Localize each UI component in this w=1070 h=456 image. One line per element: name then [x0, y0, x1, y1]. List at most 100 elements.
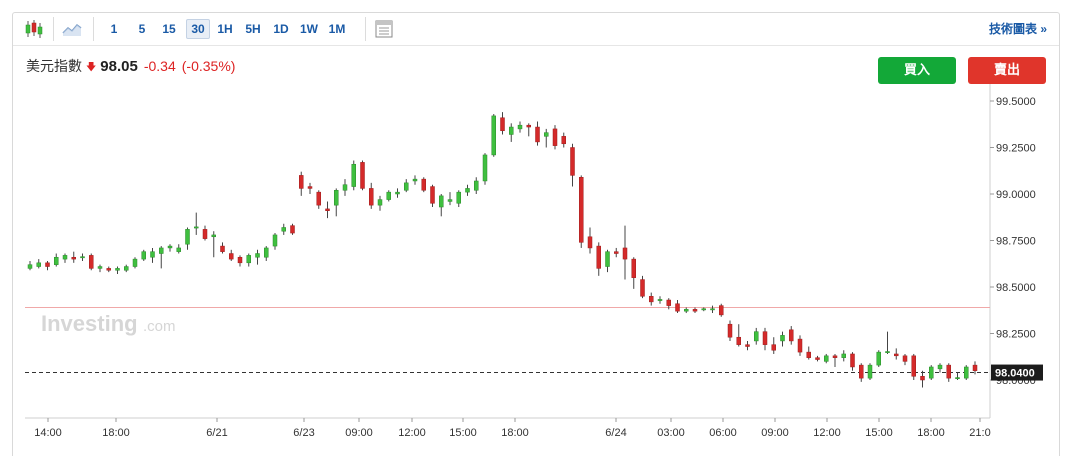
candle-up: [929, 366, 934, 379]
chart-widget: 1 5 15 30 1H 5H 1D 1W 1M 技術圖表 » Investin…: [12, 12, 1060, 456]
candle-down: [106, 268, 111, 271]
candle-up: [334, 190, 339, 206]
table-icon[interactable]: [373, 18, 395, 40]
candlestick-chart[interactable]: Investing .com 99.5000 99.2500 99.0000 98.75…: [13, 13, 1059, 456]
x-tick-label: 15:00: [865, 427, 893, 439]
interval-5h[interactable]: 5H: [245, 22, 261, 36]
candle-down: [552, 128, 558, 146]
candle-down: [894, 353, 899, 357]
interval-15[interactable]: 15: [162, 22, 176, 36]
candlestick-chart-icon[interactable]: [23, 18, 45, 40]
x-tick-label: 12:00: [813, 427, 841, 439]
candle-up: [27, 264, 33, 269]
price-change-percent: (-0.35%): [181, 58, 236, 74]
current-price-tag: [991, 364, 1043, 381]
candle-down: [622, 247, 628, 260]
interval-1w[interactable]: 1W: [300, 22, 318, 36]
candle-up: [937, 364, 943, 370]
candle-down: [797, 338, 803, 353]
candle-down: [614, 251, 619, 254]
candle-down: [762, 331, 768, 345]
y-tick-label: 99.5000: [996, 96, 1036, 108]
candle-up: [841, 353, 846, 358]
line-chart-icon[interactable]: [61, 18, 83, 40]
candle-up: [412, 178, 418, 182]
candle-up: [97, 266, 103, 269]
candle-down: [89, 255, 94, 269]
candle-down: [229, 253, 234, 260]
candle-up: [517, 124, 523, 130]
candle-down: [719, 305, 724, 316]
x-tick-label: 03:00: [657, 427, 685, 439]
x-tick-label: 12:00: [398, 427, 426, 439]
candle-up: [447, 199, 453, 202]
candle-down: [859, 364, 864, 379]
candle-down: [946, 364, 951, 379]
interval-1h[interactable]: 1H: [217, 22, 233, 36]
candle-up: [264, 247, 269, 258]
interval-1m[interactable]: 1M: [328, 22, 346, 36]
candle-up: [246, 255, 251, 264]
candle-up: [474, 180, 479, 191]
price-change: -0.34: [143, 58, 176, 74]
candle-up: [544, 132, 549, 137]
candle-down: [911, 355, 916, 377]
candle-up: [194, 226, 199, 229]
candle-up: [684, 309, 689, 312]
candle-up: [780, 335, 785, 342]
candle-up: [377, 199, 383, 206]
candle-up: [386, 191, 391, 200]
candle-up: [36, 262, 41, 267]
candle-up: [176, 247, 181, 252]
x-tick-label: 09:00: [345, 427, 373, 439]
x-tick-label: 6/24: [605, 427, 626, 439]
candle-down: [71, 256, 76, 260]
candle-down: [579, 177, 584, 243]
buy-button[interactable]: 買入: [878, 57, 956, 84]
y-tick-label: 99.2500: [996, 143, 1036, 155]
last-price: 98.05: [100, 58, 138, 75]
candle-up: [124, 266, 129, 271]
candle-up: [132, 258, 138, 267]
candle-down: [736, 336, 741, 345]
candle-down: [360, 162, 365, 189]
candle-up: [211, 234, 216, 238]
candle-up: [167, 245, 173, 249]
candle-up: [54, 256, 59, 265]
technical-chart-link[interactable]: 技術圖表 »: [988, 22, 1047, 36]
candle-down: [561, 136, 566, 145]
instrument-name: 美元指數: [26, 58, 82, 74]
candle-down: [596, 245, 601, 269]
candle-up: [272, 234, 278, 247]
y-tick-label: 98.2500: [996, 329, 1036, 341]
interval-1d[interactable]: 1D: [273, 22, 289, 36]
candle-up: [395, 191, 400, 195]
candle-up: [115, 268, 120, 271]
candle-up: [351, 163, 356, 187]
candle-up: [80, 256, 85, 259]
sell-button[interactable]: 賣出: [968, 57, 1046, 84]
candle-down: [299, 175, 304, 189]
interval-5[interactable]: 5: [138, 22, 146, 36]
candle-up: [491, 115, 496, 156]
x-tick-label: 15:00: [449, 427, 477, 439]
interval-1[interactable]: 1: [110, 22, 118, 36]
investing-watermark: Investing: [41, 311, 138, 336]
candle-down: [675, 303, 680, 312]
down-arrow-icon: 🡇: [86, 62, 97, 73]
candle-up: [824, 355, 829, 362]
candle-down: [832, 355, 838, 358]
candle-up: [701, 308, 706, 311]
candle-down: [727, 323, 733, 338]
candle-up: [150, 251, 155, 258]
interval-30[interactable]: 30: [186, 19, 210, 39]
x-tick-label: 21:0: [969, 427, 990, 439]
candle-up: [509, 126, 514, 135]
candle-down: [570, 147, 575, 176]
candle-down: [806, 351, 811, 358]
x-tick-label: 18:00: [501, 427, 529, 439]
quote-header: 美元指數 🡇 98.05 -0.34 (-0.35%): [26, 56, 235, 76]
candle-down: [430, 186, 435, 204]
chart-toolbar: 1 5 15 30 1H 5H 1D 1W 1M 技術圖表 »: [13, 13, 1059, 46]
candle-up: [159, 247, 164, 254]
